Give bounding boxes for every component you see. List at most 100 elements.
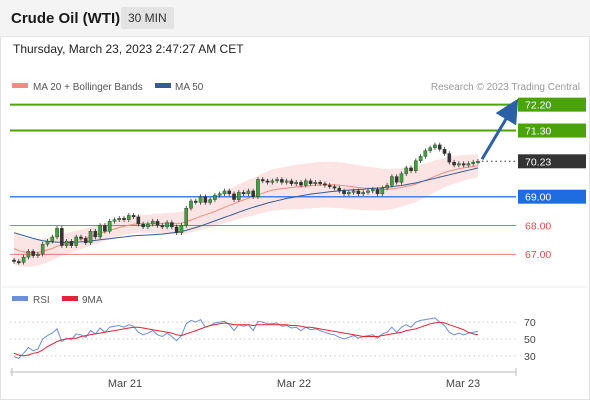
level-tag-69.00 <box>518 189 586 204</box>
candle-body <box>16 261 21 264</box>
candle-body <box>93 231 98 238</box>
candle-body <box>184 207 189 226</box>
level-tag-72.20 <box>518 97 586 112</box>
candle-body <box>347 192 351 195</box>
candle-body <box>174 226 179 233</box>
candle-body <box>127 215 131 220</box>
candle-body <box>251 190 255 197</box>
candle-body <box>260 179 265 182</box>
bollinger-band <box>14 154 478 267</box>
candle-body <box>232 193 236 200</box>
instrument-title: Crude Oil (WTI) <box>11 10 121 27</box>
candle-body <box>442 149 447 154</box>
candle-body <box>227 190 232 195</box>
candle-body <box>447 153 452 163</box>
candle-body <box>107 220 112 232</box>
candle-body <box>404 167 409 174</box>
level-tag-71.30 <box>518 123 586 138</box>
x-axis-label-mar-21: Mar 21 <box>108 378 142 390</box>
candle-body <box>351 190 356 193</box>
candle-body <box>64 241 69 246</box>
candle-body <box>265 180 270 183</box>
candle-body <box>308 180 313 184</box>
candle-body <box>476 161 480 164</box>
candle-body <box>98 225 102 238</box>
candle-body <box>217 193 222 196</box>
candle-body <box>31 251 35 256</box>
rsi-legend-label: RSI <box>33 295 50 306</box>
level-label-67.00: 67.00 <box>525 249 551 261</box>
candle-body <box>452 161 456 166</box>
ma50-legend-label: MA 50 <box>175 82 204 93</box>
candle-body <box>179 225 184 233</box>
rsi-line <box>13 317 479 359</box>
candle-body <box>342 190 346 195</box>
candle-body <box>394 176 399 183</box>
candle-body <box>117 218 122 220</box>
candle-body <box>385 184 389 189</box>
candle-body <box>332 186 337 189</box>
candle-body <box>399 173 404 183</box>
candle-body <box>136 216 141 225</box>
candle-body <box>131 215 136 218</box>
candle-body <box>203 196 208 203</box>
candle-body <box>414 160 418 172</box>
candle-body <box>466 163 471 166</box>
candle-body <box>390 176 394 186</box>
candle-body <box>289 180 294 184</box>
candle-body <box>366 190 370 193</box>
candle-body <box>150 220 155 225</box>
candle-body <box>21 256 26 263</box>
candle-body <box>12 259 16 262</box>
candle-body <box>437 144 442 150</box>
level-tag-70.23 <box>518 154 586 169</box>
level-label-68.00: 68.00 <box>525 220 551 232</box>
candle-body <box>55 228 59 238</box>
rsi-legend-swatch <box>12 296 28 301</box>
ma20-legend-swatch <box>12 83 28 88</box>
candle-body <box>457 163 461 166</box>
candle-body <box>284 180 289 183</box>
candle-body <box>303 180 308 186</box>
candle-body <box>370 189 375 192</box>
level-label-72.20: 72.20 <box>525 100 551 112</box>
candle-body <box>222 190 227 195</box>
candle-body <box>461 163 466 166</box>
credit-label: Research © 2023 Trading Central <box>431 82 580 93</box>
projection-arrow <box>480 98 519 161</box>
candle-body <box>83 238 88 243</box>
candle-body <box>327 184 332 187</box>
candle-body <box>418 156 423 161</box>
candle-body <box>280 179 284 183</box>
ma20-legend-label: MA 20 + Bollinger Bands <box>33 82 143 93</box>
candle-body <box>189 200 193 209</box>
candle-body <box>60 228 64 246</box>
ma50-legend-swatch <box>155 83 171 88</box>
candle-body <box>356 190 361 195</box>
candle-body <box>141 223 145 228</box>
candle-body <box>40 243 45 255</box>
candle-body <box>26 251 31 258</box>
candle-body <box>318 182 322 185</box>
x-axis-label-mar-22: Mar 22 <box>277 378 311 390</box>
candle-body <box>112 219 117 222</box>
rsi-ma-legend-label: 9MA <box>82 295 103 306</box>
rsi-tick-30: 30 <box>524 351 536 363</box>
candle-body <box>246 190 251 195</box>
candle-body <box>198 196 203 203</box>
candle-body <box>45 241 50 245</box>
candle-body <box>423 150 428 157</box>
candle-body <box>103 225 107 232</box>
interval-badge[interactable]: 30 MIN <box>121 7 174 29</box>
header-bar: Crude Oil (WTI) 30 MIN <box>0 0 590 37</box>
candle-body <box>213 195 217 200</box>
rsi-tick-50: 50 <box>524 334 536 346</box>
candle-body <box>146 223 150 228</box>
candle-body <box>170 222 174 228</box>
candle-body <box>471 161 476 164</box>
candle-body <box>74 236 78 246</box>
candle-body <box>275 179 279 182</box>
candle-body <box>428 147 432 151</box>
candle-body <box>241 192 246 195</box>
